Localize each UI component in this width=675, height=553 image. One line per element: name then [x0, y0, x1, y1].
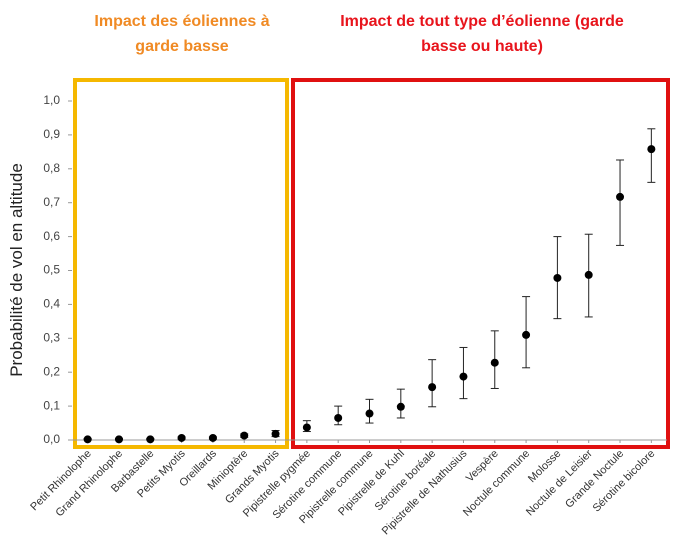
y-tick-label: 1,0: [43, 93, 60, 107]
point: [428, 383, 437, 392]
point: [83, 435, 92, 444]
point: [365, 409, 374, 418]
annotation: Impact des éoliennes à: [94, 13, 269, 30]
x-tick-label: Grands Myotis: [223, 447, 282, 506]
point: [459, 372, 468, 381]
point: [334, 413, 343, 422]
all-turbine-box: [291, 78, 670, 449]
point: [177, 433, 186, 442]
point: [490, 358, 499, 367]
y-tick-label: 0,8: [43, 161, 60, 175]
y-tick-label: 0,6: [43, 229, 60, 243]
point: [584, 270, 593, 279]
point: [616, 192, 625, 201]
point: [208, 433, 217, 442]
y-tick-label: 0,3: [43, 330, 60, 344]
point: [146, 435, 155, 444]
point: [647, 145, 656, 154]
y-tick-label: 0,0: [43, 432, 60, 446]
y-tick-label: 0,2: [43, 364, 60, 378]
y-tick-label: 0,5: [43, 263, 60, 277]
y-tick-label: 0,7: [43, 195, 60, 209]
y-tick-label: 0,4: [43, 297, 60, 311]
point: [522, 330, 531, 339]
point: [396, 402, 405, 411]
y-axis-label: Probabilité de vol en altitude: [7, 163, 26, 377]
annotation: basse ou haute): [421, 38, 543, 55]
point: [271, 429, 280, 438]
low-guard-box: [73, 78, 289, 449]
y-tick-label: 0,1: [43, 398, 60, 412]
point: [240, 431, 249, 440]
y-tick-label: 0,9: [43, 127, 60, 141]
point: [553, 273, 562, 282]
annotation: Impact de tout type d’éolienne (garde: [340, 13, 624, 30]
point: [114, 435, 123, 444]
annotation: garde basse: [135, 38, 228, 55]
point: [302, 423, 311, 432]
